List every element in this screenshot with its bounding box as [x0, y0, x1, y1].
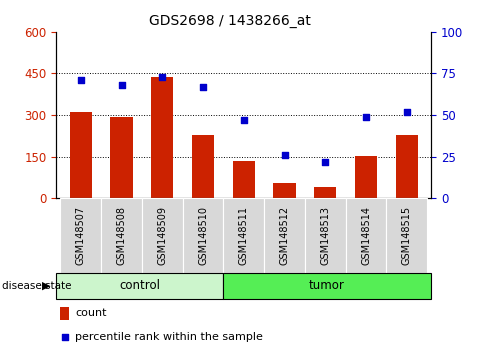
- Bar: [142, 198, 183, 273]
- Bar: [110, 117, 133, 198]
- Text: GSM148509: GSM148509: [157, 206, 167, 265]
- Text: count: count: [75, 308, 107, 318]
- Bar: [395, 135, 418, 198]
- Bar: [101, 198, 142, 273]
- Bar: [223, 273, 431, 299]
- Bar: [223, 198, 264, 273]
- Bar: [233, 161, 255, 198]
- Bar: [70, 112, 92, 198]
- Bar: [345, 198, 387, 273]
- Bar: [192, 135, 214, 198]
- Bar: [305, 198, 345, 273]
- Bar: [60, 307, 70, 320]
- Point: [118, 82, 125, 88]
- Bar: [56, 273, 223, 299]
- Bar: [60, 198, 101, 273]
- Bar: [314, 187, 337, 198]
- Text: control: control: [119, 279, 160, 292]
- Point: [281, 152, 289, 158]
- Bar: [355, 156, 377, 198]
- Point: [158, 74, 166, 80]
- Text: disease state: disease state: [2, 281, 72, 291]
- Text: GSM148510: GSM148510: [198, 206, 208, 265]
- Text: GSM148507: GSM148507: [76, 206, 86, 265]
- Text: tumor: tumor: [309, 279, 345, 292]
- Text: GSM148508: GSM148508: [117, 206, 126, 265]
- Bar: [183, 198, 223, 273]
- Text: GSM148511: GSM148511: [239, 206, 249, 265]
- Point: [321, 159, 329, 165]
- Point: [362, 114, 370, 120]
- Text: GDS2698 / 1438266_at: GDS2698 / 1438266_at: [149, 14, 311, 28]
- Point: [240, 117, 247, 123]
- Text: ▶: ▶: [42, 281, 51, 291]
- Text: GSM148513: GSM148513: [320, 206, 330, 265]
- Text: GSM148514: GSM148514: [361, 206, 371, 265]
- Point: [199, 84, 207, 90]
- Bar: [151, 77, 173, 198]
- Text: percentile rank within the sample: percentile rank within the sample: [75, 332, 263, 342]
- Text: GSM148512: GSM148512: [279, 206, 290, 265]
- Bar: [387, 198, 427, 273]
- Bar: [273, 183, 296, 198]
- Point: [61, 334, 69, 339]
- Point: [77, 77, 85, 83]
- Bar: [264, 198, 305, 273]
- Point: [403, 109, 411, 115]
- Text: GSM148515: GSM148515: [402, 206, 412, 265]
